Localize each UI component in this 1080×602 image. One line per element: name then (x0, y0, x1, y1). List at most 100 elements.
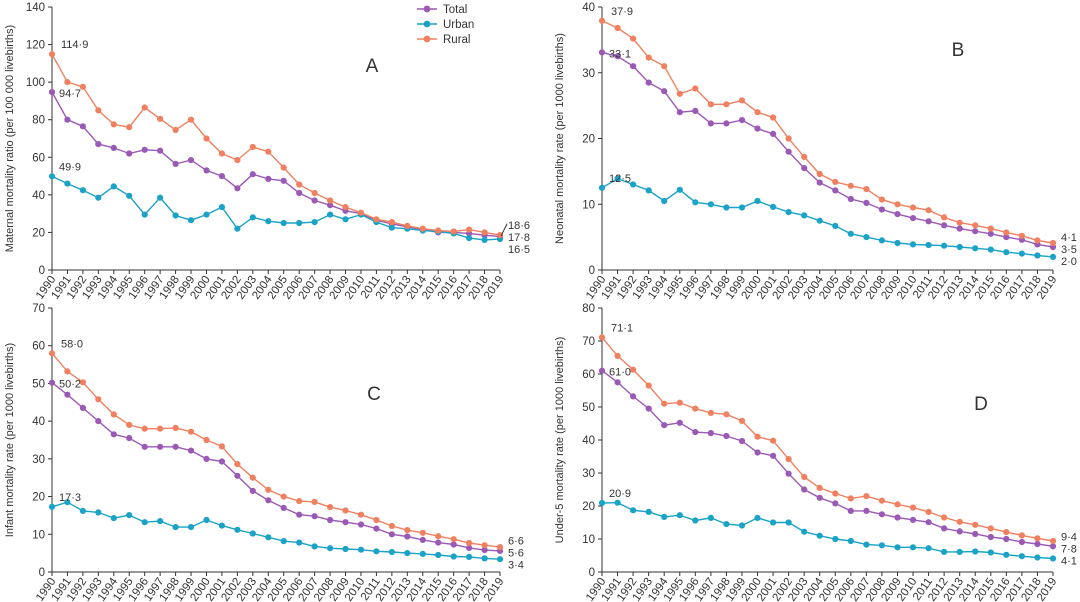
data-point-urban (79, 507, 86, 514)
data-point-urban (987, 246, 994, 253)
data-point-urban (218, 522, 225, 529)
y-axis-label: Infant mortality rate (per 1000 livebirt… (4, 343, 16, 537)
data-point-urban (878, 237, 886, 244)
data-point-total (48, 89, 56, 96)
series-urban (598, 175, 1057, 260)
data-point-rural (466, 539, 473, 547)
data-point-urban (218, 204, 225, 211)
data-point-rural (847, 182, 854, 189)
y-tick-label: 40 (32, 190, 45, 202)
y-tick-label: 20 (582, 501, 595, 513)
data-point-total (110, 431, 117, 438)
data-point-rural (450, 536, 457, 543)
data-point-urban (956, 243, 963, 251)
data-point-rural (311, 498, 318, 505)
y-tick-label: 80 (582, 303, 595, 315)
data-point-rural (327, 504, 334, 511)
end-value-label: 17·8 (508, 232, 530, 244)
data-point-total (847, 507, 854, 514)
data-point-total (64, 391, 71, 398)
data-point-urban (311, 219, 318, 226)
data-point-urban (249, 530, 256, 537)
end-value-label: 9·4 (1061, 532, 1077, 544)
data-point-rural (878, 497, 886, 504)
data-point-rural (296, 181, 303, 188)
data-point-rural (48, 350, 56, 357)
series-urban (48, 499, 504, 563)
data-point-rural (770, 114, 777, 121)
end-value-label: 7·8 (1061, 544, 1077, 556)
data-point-total (630, 393, 637, 400)
data-point-urban (404, 550, 411, 557)
start-value-label: 37·9 (611, 6, 633, 18)
data-point-rural (141, 104, 148, 111)
data-point-urban (863, 234, 870, 241)
data-point-rural (801, 153, 808, 160)
series-total (598, 367, 1057, 550)
data-point-urban (707, 201, 715, 208)
data-point-urban (645, 187, 652, 194)
data-point-rural (925, 207, 932, 214)
data-point-urban (770, 519, 777, 526)
data-point-urban (419, 550, 426, 558)
chart-panel-a: 0204060801001201401990199119921993199419… (4, 2, 530, 302)
legend-item-rural: Rural (417, 34, 470, 46)
data-point-urban (941, 242, 948, 249)
data-point-urban (1003, 249, 1010, 256)
y-tick-label: 30 (582, 468, 595, 480)
data-point-total (187, 157, 195, 164)
data-point-urban (187, 217, 195, 224)
data-point-total (692, 107, 699, 114)
data-point-total (450, 541, 457, 548)
data-point-urban (630, 181, 637, 188)
data-point-urban (894, 239, 901, 247)
data-point-total (941, 525, 948, 532)
data-point-total (614, 53, 621, 60)
data-point-rural (64, 368, 71, 375)
end-value-label: 16·5 (508, 244, 530, 256)
series-rural (48, 350, 504, 551)
chart-panel-b: 0102030401990199119921993199419951996199… (554, 2, 1077, 302)
data-point-total (280, 504, 287, 511)
data-point-rural (707, 101, 715, 108)
data-point-rural (342, 204, 349, 211)
y-tick-label: 20 (32, 492, 45, 504)
data-point-urban (832, 535, 839, 543)
data-point-total (311, 197, 318, 204)
data-point-rural (234, 461, 241, 468)
data-point-total (342, 519, 349, 526)
data-point-total (630, 63, 637, 70)
y-tick-label: 20 (32, 227, 45, 239)
data-point-rural (738, 417, 746, 424)
y-tick-label: 80 (32, 115, 45, 127)
y-tick-label: 10 (582, 199, 595, 211)
data-point-rural (466, 226, 473, 233)
data-point-rural (357, 209, 365, 216)
series-line-total (601, 51, 1054, 248)
data-point-urban (249, 214, 256, 221)
data-point-urban (801, 528, 808, 535)
y-tick-label: 0 (589, 567, 595, 579)
data-point-total (265, 175, 272, 182)
legend-label: Rural (443, 34, 470, 46)
data-point-urban (754, 514, 761, 522)
y-tick-label: 10 (582, 534, 595, 546)
data-point-urban (645, 508, 652, 515)
data-point-total (466, 544, 473, 552)
data-point-urban (816, 217, 823, 224)
data-point-total (676, 419, 683, 426)
data-point-rural (64, 79, 71, 86)
data-point-rural (419, 225, 426, 232)
data-point-total (661, 88, 668, 95)
data-point-urban (64, 499, 71, 506)
start-value-label: 50·2 (59, 379, 81, 391)
start-value-label: 61·0 (609, 367, 631, 379)
data-point-urban (157, 194, 164, 201)
data-point-urban (707, 514, 715, 522)
data-point-total (909, 215, 917, 222)
data-point-urban (466, 553, 473, 561)
data-point-rural (1018, 532, 1025, 539)
data-point-urban (785, 519, 792, 526)
data-point-rural (187, 428, 195, 435)
data-point-urban (110, 183, 117, 190)
